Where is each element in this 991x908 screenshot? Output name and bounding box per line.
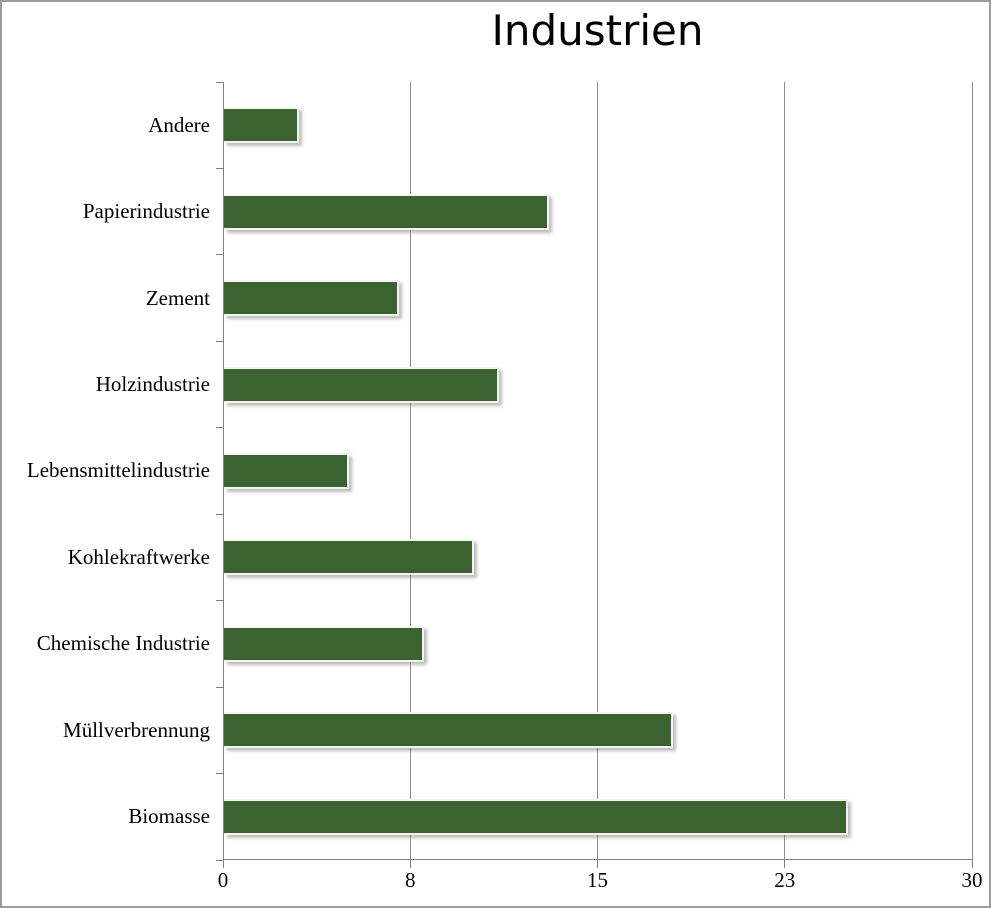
x-axis-tick — [784, 860, 786, 868]
y-axis-tick — [216, 600, 223, 602]
y-axis-tick — [216, 167, 223, 169]
x-axis-tick-label: 0 — [217, 868, 229, 892]
category-label: Chemische Industrie — [36, 631, 210, 656]
x-axis-tick-label: 15 — [587, 868, 608, 892]
x-axis-tick — [971, 860, 973, 868]
bar-biomasse — [224, 798, 849, 835]
category-label: Holzindustrie — [95, 372, 210, 397]
x-axis-tick-label: 8 — [405, 868, 416, 892]
y-axis-tick — [216, 686, 223, 688]
bar-chemische-industrie — [224, 625, 424, 662]
bar-papierindustrie — [224, 193, 549, 230]
bar-zement — [224, 280, 399, 317]
chart-title: Industrien — [491, 6, 704, 55]
bar-kohlekraftwerke — [224, 539, 474, 576]
gridline — [409, 82, 411, 860]
y-axis-tick — [216, 81, 223, 83]
bar-m-llverbrennung — [224, 712, 674, 749]
category-label: Kohlekraftwerke — [67, 544, 210, 569]
y-axis-line — [223, 82, 224, 860]
x-axis-line — [223, 859, 972, 860]
category-label: Müllverbrennung — [63, 717, 210, 742]
gridline — [784, 82, 786, 860]
gridline — [597, 82, 598, 860]
category-label: Biomasse — [128, 804, 210, 829]
y-axis-tick — [216, 859, 223, 861]
x-axis-tick — [597, 860, 598, 868]
bar-holzindustrie — [224, 366, 499, 403]
plot-area — [216, 81, 973, 868]
category-label: Zement — [145, 285, 210, 310]
category-axis-labels: Andere Papierindustrie Zement Holzindustrie… — [2, 82, 210, 860]
bar-andere — [224, 107, 299, 144]
y-axis-tick — [216, 427, 223, 429]
gridline — [971, 82, 973, 860]
value-axis-labels: 0 8 15 23 30 — [218, 868, 983, 902]
category-label: Papierindustrie — [82, 199, 210, 224]
x-axis-tick — [222, 860, 224, 868]
y-axis-tick — [216, 773, 223, 775]
x-axis-tick-label: 23 — [774, 868, 796, 892]
y-axis-tick — [216, 254, 223, 256]
y-axis-tick — [216, 513, 223, 515]
bar-lebensmittelindustrie — [224, 453, 349, 489]
y-axis-tick — [216, 340, 223, 342]
category-label: Andere — [148, 112, 210, 137]
x-axis-tick — [409, 860, 411, 868]
x-axis-tick-label: 30 — [961, 868, 983, 892]
category-label: Lebensmittelindustrie — [26, 458, 210, 483]
